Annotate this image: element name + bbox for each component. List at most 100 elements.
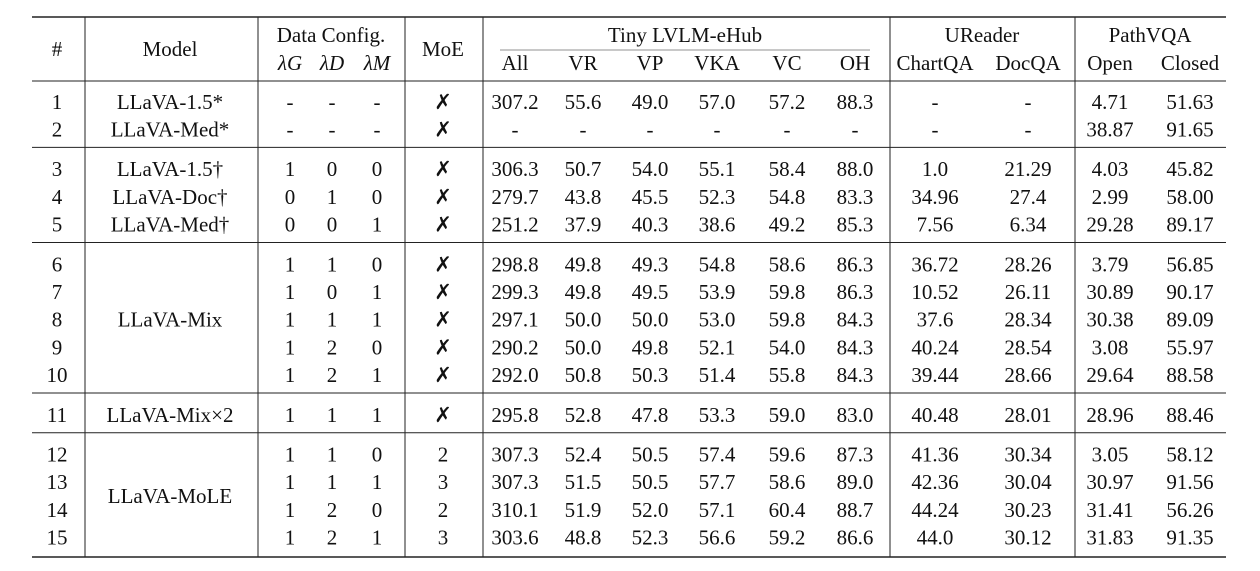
table-cell: 12 — [47, 443, 68, 467]
subheader-cell: ChartQA — [897, 51, 975, 75]
table-cell: 0 — [327, 280, 338, 304]
header-cell: Model — [143, 37, 198, 61]
table-cell: LLaVA-Mix×2 — [107, 403, 234, 427]
table-cell: 3.05 — [1092, 443, 1129, 467]
table-cell: 6 — [52, 252, 63, 276]
table-cell: 27.4 — [1010, 185, 1047, 209]
table-cell: 86.3 — [837, 252, 874, 276]
table-cell: 54.8 — [699, 252, 736, 276]
table-cell: - — [287, 90, 294, 114]
table-cell: 37.9 — [565, 213, 602, 237]
table-cell: 40.3 — [632, 213, 669, 237]
table-cell: 54.8 — [769, 185, 806, 209]
table-cell: 2 — [438, 498, 449, 522]
table-cell: 28.26 — [1004, 252, 1051, 276]
table-cell: 307.3 — [491, 470, 538, 494]
table-cell: 7.56 — [917, 213, 954, 237]
table-cell: 2 — [327, 335, 338, 359]
table-cell: 89.0 — [837, 470, 874, 494]
header-cell: Tiny LVLM-eHub — [608, 23, 762, 47]
table-cell: 3.08 — [1092, 335, 1129, 359]
table-cell: 3.79 — [1092, 252, 1129, 276]
table-cell: 29.64 — [1086, 363, 1134, 387]
table-cell: 30.89 — [1086, 280, 1133, 304]
table-cell: 37.6 — [917, 308, 954, 332]
table-cell: 59.8 — [769, 280, 806, 304]
table-cell: 4 — [52, 185, 63, 209]
table-cell: 0 — [372, 252, 383, 276]
table-cell: 42.36 — [911, 470, 958, 494]
table-cell: 56.85 — [1166, 252, 1213, 276]
table-cell: 28.34 — [1004, 308, 1052, 332]
table-cell: 3 — [52, 157, 63, 181]
table-cell: 3 — [438, 470, 449, 494]
table-cell: 57.1 — [699, 498, 736, 522]
table-cell: 38.87 — [1086, 118, 1133, 142]
table-cell: 40.48 — [911, 403, 958, 427]
table-cell: 11 — [47, 403, 67, 427]
subheader-cell: λM — [363, 51, 392, 75]
table-cell: 1 — [285, 335, 296, 359]
table-cell: 86.3 — [837, 280, 874, 304]
table-cell: 1 — [372, 403, 383, 427]
table-cell: 2.99 — [1092, 185, 1129, 209]
table-cell: 83.0 — [837, 403, 874, 427]
table-cell: 1 — [52, 90, 63, 114]
table-cell: 1 — [372, 280, 383, 304]
table-cell: 307.2 — [491, 90, 538, 114]
table-cell: 52.0 — [632, 498, 669, 522]
table-cell: 15 — [47, 526, 68, 550]
table-cell: 1 — [327, 308, 338, 332]
table-cell: 1 — [372, 470, 383, 494]
table-cell: 28.01 — [1004, 403, 1051, 427]
table-cell: 299.3 — [491, 280, 538, 304]
table-cell: 2 — [52, 118, 63, 142]
subheader-cell: λD — [319, 51, 344, 75]
table-cell: 0 — [372, 335, 383, 359]
table-cell: - — [852, 118, 859, 142]
table-cell: 1 — [285, 443, 296, 467]
table-cell: 50.5 — [632, 470, 669, 494]
table-cell: 50.0 — [565, 308, 602, 332]
subheader-cell: Closed — [1161, 51, 1220, 75]
table-cell: 4.71 — [1092, 90, 1129, 114]
table-cell: 50.7 — [565, 157, 602, 181]
table-cell: 1 — [285, 308, 296, 332]
table-cell: 91.56 — [1166, 470, 1213, 494]
table-cell: 30.97 — [1086, 470, 1133, 494]
table-cell: ✗ — [434, 90, 452, 114]
table-cell: - — [1025, 90, 1032, 114]
table-cell: 50.0 — [565, 335, 602, 359]
table-cell: 41.36 — [911, 443, 958, 467]
table-cell: 88.58 — [1166, 363, 1213, 387]
table-cell: ✗ — [434, 403, 452, 427]
table-cell: 3 — [438, 526, 449, 550]
table-cell: 30.12 — [1004, 526, 1051, 550]
table-cell: 49.8 — [565, 280, 602, 304]
table-cell: 52.4 — [565, 443, 602, 467]
table-cell: 7 — [52, 280, 63, 304]
table-cell: LLaVA-Doc† — [112, 185, 227, 209]
table-cell: ✗ — [434, 335, 452, 359]
table-cell: 51.5 — [565, 470, 602, 494]
table-cell: - — [329, 90, 336, 114]
header-cell: # — [52, 37, 63, 61]
table-cell: - — [714, 118, 721, 142]
table-cell: 52.1 — [699, 335, 736, 359]
table-cell: 0 — [372, 157, 383, 181]
table-cell: 14 — [47, 498, 69, 522]
table-cell: 307.3 — [491, 443, 538, 467]
table-cell: ✗ — [434, 157, 452, 181]
table-cell: 1 — [372, 213, 383, 237]
table-cell: 49.5 — [632, 280, 669, 304]
table-cell: 58.4 — [769, 157, 806, 181]
table-cell: 55.8 — [769, 363, 806, 387]
table-cell: 44.0 — [917, 526, 954, 550]
table-cell: 1 — [285, 157, 296, 181]
table-cell: 88.7 — [837, 498, 874, 522]
table-cell: 89.17 — [1166, 213, 1213, 237]
table-cell: 58.6 — [769, 470, 806, 494]
subheader-cell: VC — [772, 51, 801, 75]
table-cell: 50.0 — [632, 308, 669, 332]
table-cell: 90.17 — [1166, 280, 1213, 304]
